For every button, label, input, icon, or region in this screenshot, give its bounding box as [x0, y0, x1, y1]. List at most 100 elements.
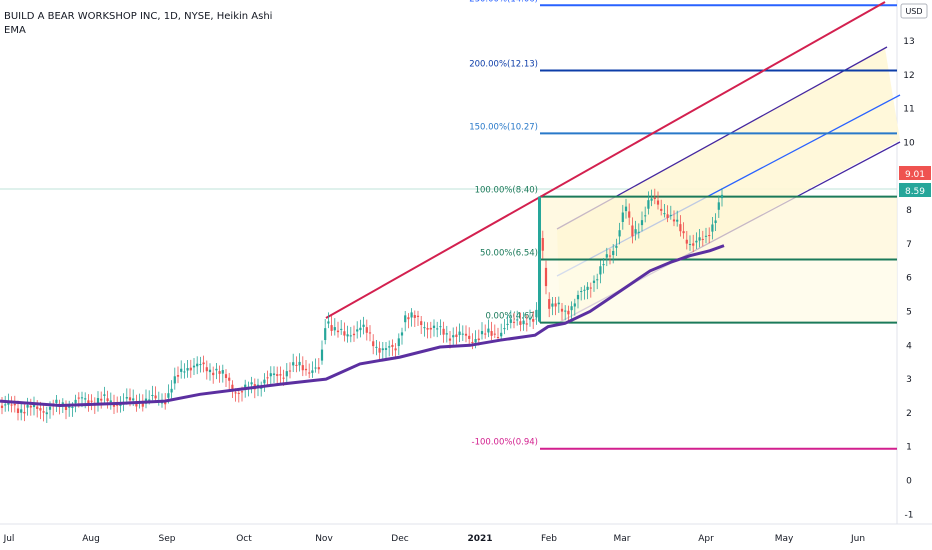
candle-body	[720, 194, 724, 199]
candle-body	[221, 370, 224, 374]
price-tick-label: 13	[903, 37, 914, 47]
candle-body	[679, 224, 682, 232]
candle-body	[407, 317, 410, 320]
candle-body	[570, 306, 573, 311]
candle-body	[429, 327, 432, 330]
price-axis-background	[897, 0, 932, 550]
candle-body	[180, 368, 183, 372]
candle-body	[218, 371, 221, 374]
time-tick-label: Oct	[236, 534, 252, 544]
candle-body	[349, 335, 352, 337]
candle-body	[186, 368, 189, 371]
candle-body	[148, 399, 151, 401]
candle-body	[509, 319, 512, 323]
candle-body	[394, 348, 397, 351]
candle-body	[100, 398, 103, 401]
candle-body	[474, 339, 477, 343]
candle-body	[423, 327, 426, 329]
candle-body	[74, 399, 77, 404]
time-tick-label: Jul	[3, 534, 15, 544]
candle-body	[128, 397, 132, 401]
candle-body	[10, 404, 13, 406]
candle-body	[663, 213, 666, 215]
candle-body	[84, 398, 87, 400]
time-tick-label: Jun	[850, 534, 865, 544]
candle-body	[272, 373, 276, 375]
price-tick-label: 4	[906, 341, 912, 351]
time-tick-label: Nov	[315, 534, 333, 544]
candle-body	[624, 206, 628, 212]
candle-body	[384, 348, 388, 350]
candle-body	[308, 372, 311, 374]
candle-body	[704, 235, 708, 237]
candle-body	[132, 398, 135, 401]
candle-body	[676, 219, 679, 222]
candle-body	[4, 404, 7, 406]
candle-body	[669, 214, 672, 216]
candle-body	[173, 376, 176, 384]
candle-body	[685, 239, 688, 244]
candle-body	[500, 332, 503, 337]
candle-body	[32, 403, 36, 408]
candle-body	[439, 326, 442, 328]
candle-body	[586, 286, 589, 290]
candle-body	[397, 338, 400, 347]
price-tick-label: 2	[906, 409, 912, 419]
candle-body	[580, 291, 583, 293]
candle-body	[628, 211, 631, 218]
candle-body	[71, 406, 74, 408]
candle-body	[490, 331, 493, 336]
candle-body	[16, 408, 20, 413]
candle-body	[176, 375, 180, 377]
candle-body	[596, 279, 599, 281]
candle-body	[388, 346, 391, 348]
ema-line	[0, 244, 725, 408]
candle-body	[487, 328, 490, 333]
candle-body	[695, 240, 698, 243]
candle-body	[426, 328, 429, 330]
candle-body	[608, 255, 612, 257]
candle-body	[618, 230, 621, 237]
time-tick-label: 2021	[467, 534, 492, 544]
candle-body	[285, 371, 288, 377]
trend-line[interactable]	[325, 1, 886, 319]
fib-level-label: 200.00%(12.13)	[469, 60, 538, 70]
candle-body	[269, 373, 272, 377]
candle-body	[183, 371, 186, 373]
candle-body	[304, 368, 308, 371]
candle-body	[276, 374, 279, 376]
candle-body	[464, 333, 468, 336]
candle-body	[298, 361, 301, 366]
candle-body	[525, 323, 528, 325]
candle-body	[359, 327, 362, 331]
candle-body	[45, 412, 48, 415]
candle-body	[644, 215, 647, 217]
time-tick-label: Mar	[614, 534, 631, 544]
candle-body	[240, 391, 244, 393]
candle-body	[333, 327, 336, 331]
candle-body	[573, 303, 576, 307]
candle-body	[80, 397, 84, 399]
candle-body	[103, 394, 106, 396]
candle-body	[599, 266, 602, 275]
currency-badge[interactable]	[900, 3, 928, 19]
time-tick-label: Apr	[698, 534, 714, 544]
candle-body	[701, 238, 704, 240]
candle-body	[692, 243, 695, 246]
candle-body	[647, 200, 650, 209]
candle-body	[125, 397, 128, 399]
price-tick-label: 11	[903, 105, 914, 115]
candle-body	[442, 328, 445, 335]
indicator-label[interactable]: EMA	[4, 25, 26, 36]
symbol-title[interactable]: BUILD A BEAR WORKSHOP INC, 1D, NYSE, Hei…	[4, 11, 273, 22]
price-tick-label: 12	[903, 71, 914, 81]
candle-body	[29, 405, 32, 408]
price-tick-label: -1	[905, 510, 914, 520]
candle-body	[266, 377, 269, 379]
candle-body	[634, 229, 637, 234]
candle-body	[368, 332, 372, 334]
candle-body	[352, 333, 356, 336]
fib-level-label: 230.00%(14.06)	[469, 0, 538, 4]
candle-body	[615, 245, 618, 248]
